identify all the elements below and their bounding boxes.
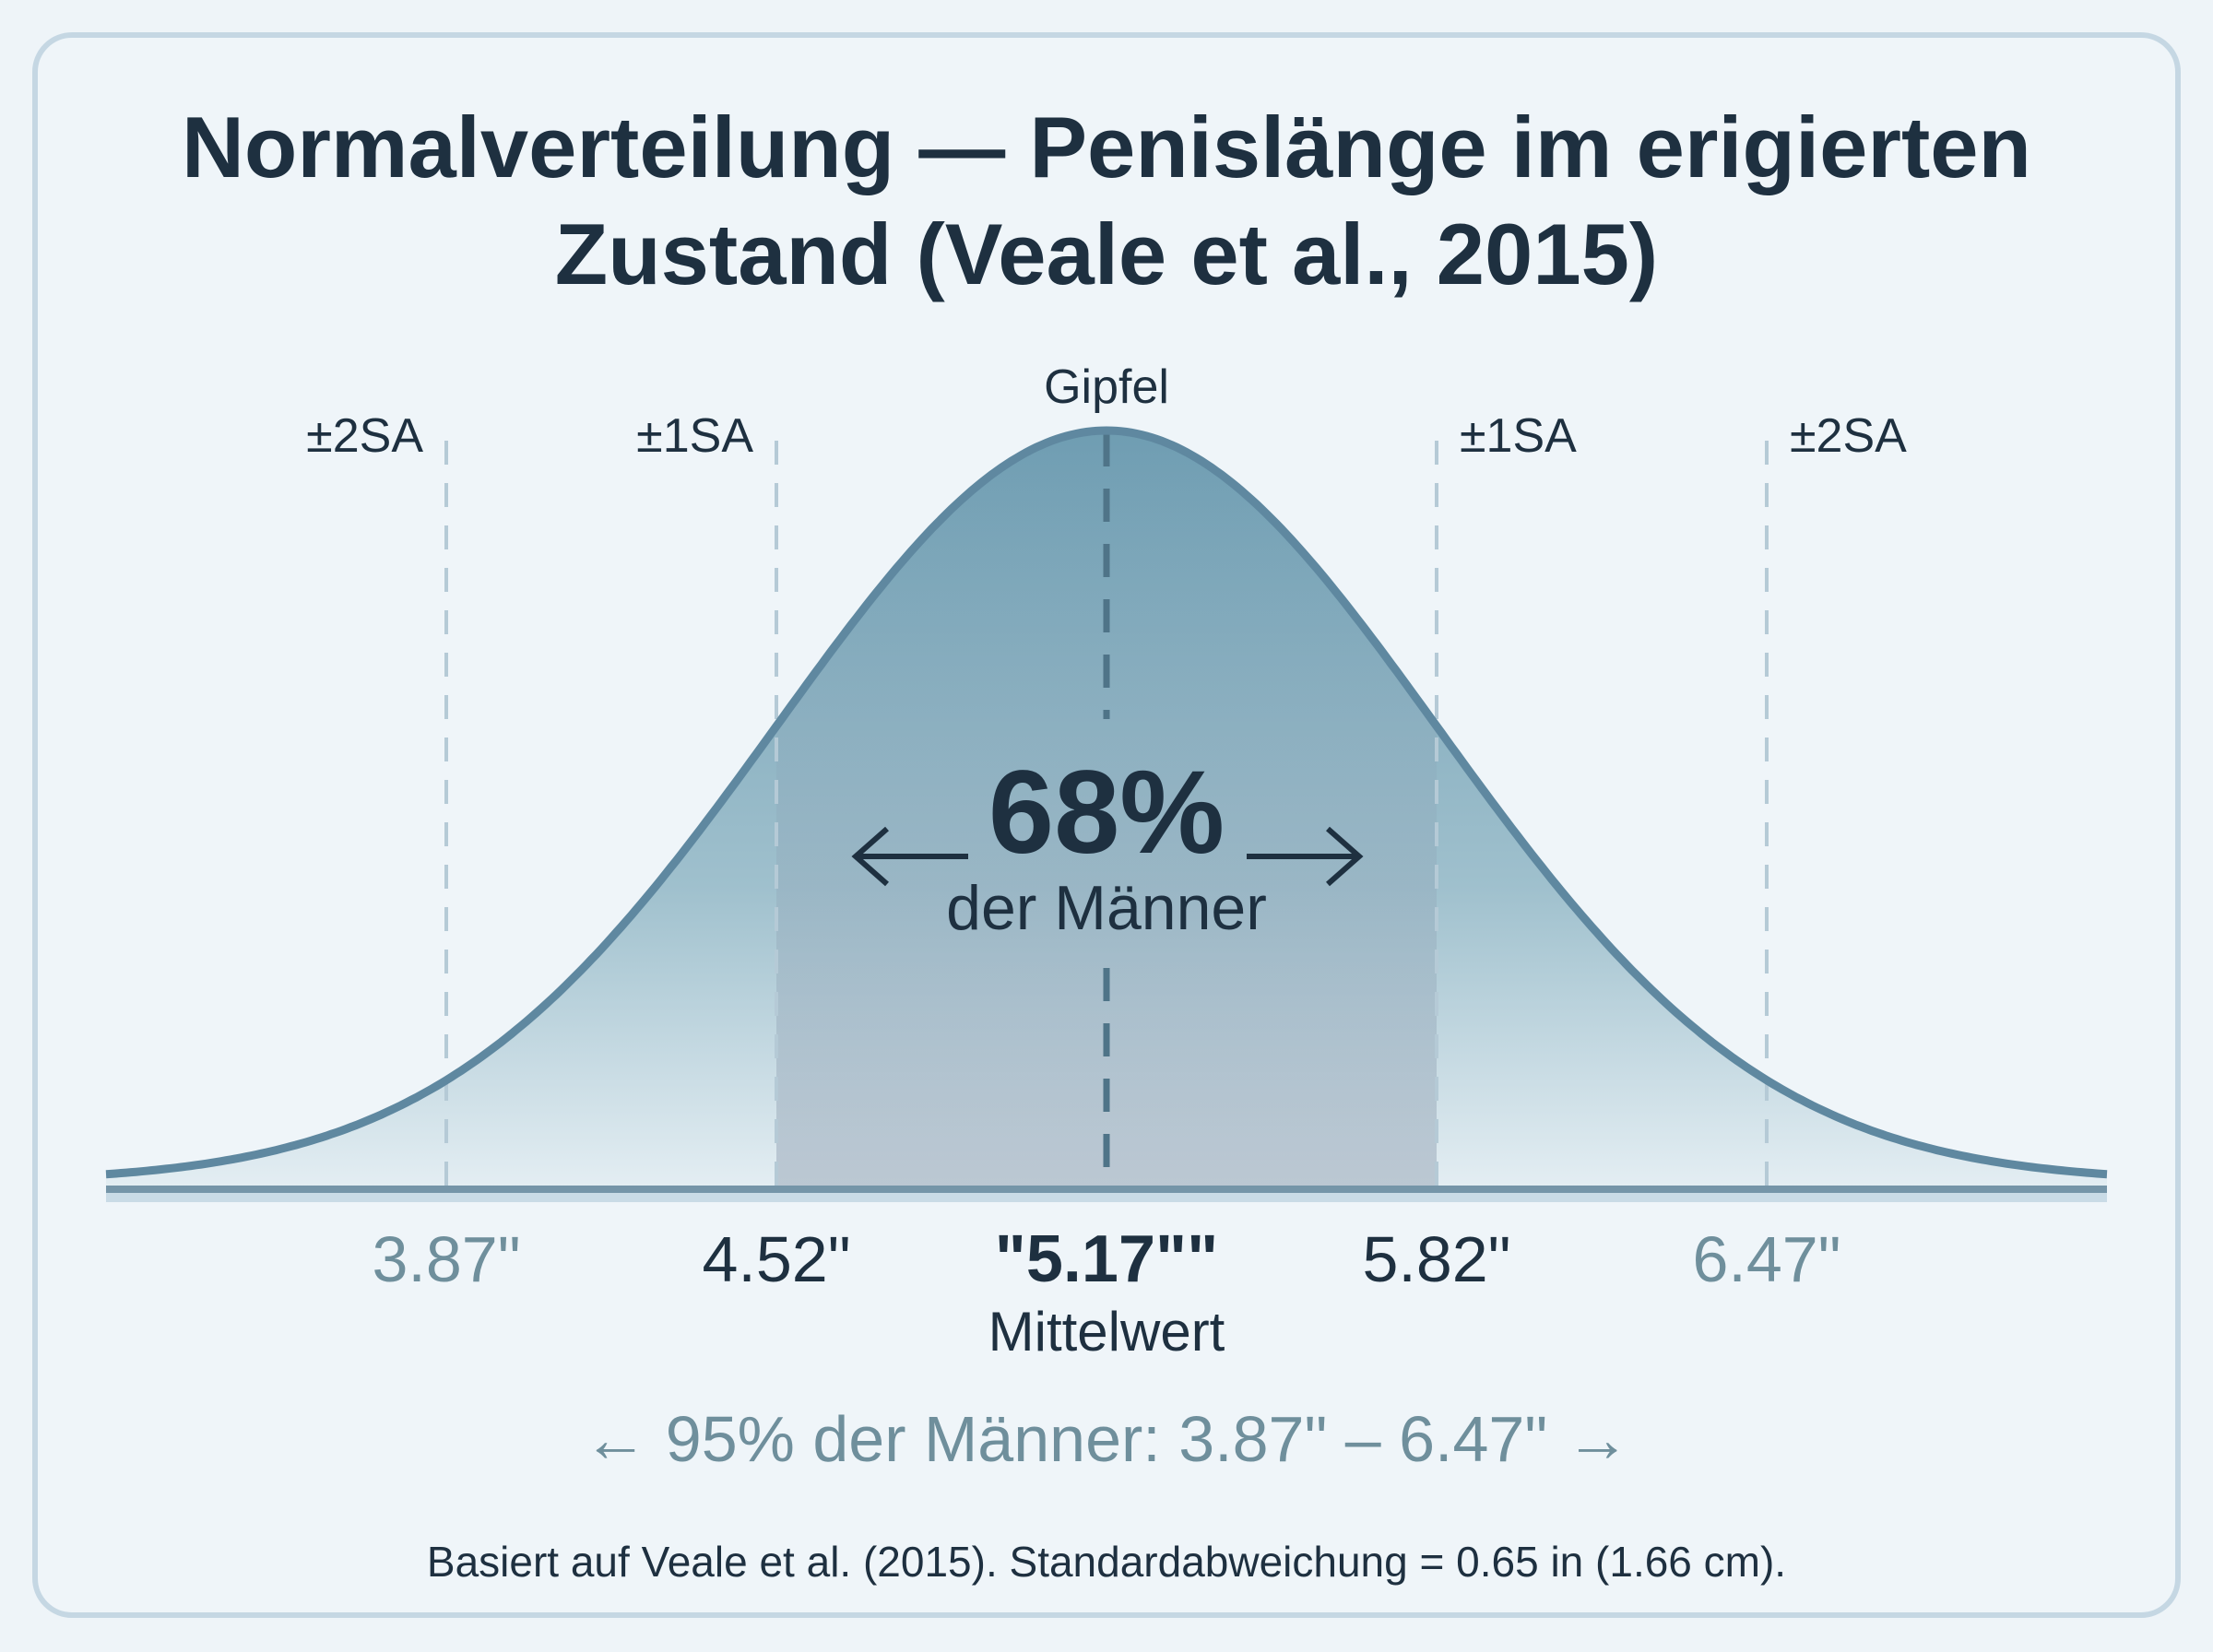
curve-line bbox=[105, 426, 2108, 1179]
x-tick-label: 6.47" bbox=[1692, 1223, 1840, 1295]
chart-title-line1: Normalverteilung — Penislänge im erigier… bbox=[182, 99, 2031, 195]
x-tick-label: 5.82" bbox=[1362, 1223, 1510, 1295]
sd-label: ±2SA bbox=[306, 409, 423, 463]
x-tick-label: 4.52" bbox=[702, 1223, 850, 1295]
mean-label: Mittelwert bbox=[988, 1301, 1225, 1363]
center-caption: der Männer bbox=[946, 873, 1267, 943]
peak-label: Gipfel bbox=[1044, 360, 1169, 414]
baseline-shadow bbox=[106, 1193, 2107, 1202]
x-tick-label: 3.87" bbox=[372, 1223, 520, 1295]
right-arrow-icon bbox=[1247, 826, 1364, 887]
left-arrow-icon bbox=[851, 826, 968, 887]
sd-label: ±1SA bbox=[636, 409, 753, 463]
center-annotation: 68% der Männer bbox=[851, 747, 1364, 943]
range-note: ← 95% der Männer: 3.87" – 6.47" → bbox=[583, 1403, 1629, 1475]
chart-title-line2: Zustand (Veale et al., 2015) bbox=[555, 206, 1658, 302]
footnote: Basiert auf Veale et al. (2015). Standar… bbox=[427, 1538, 1786, 1586]
center-percent: 68% bbox=[988, 747, 1225, 879]
sd-label: ±1SA bbox=[1460, 409, 1577, 463]
mean-tick-label: "5.17"" bbox=[995, 1222, 1219, 1296]
sd-label: ±2SA bbox=[1790, 409, 1907, 463]
